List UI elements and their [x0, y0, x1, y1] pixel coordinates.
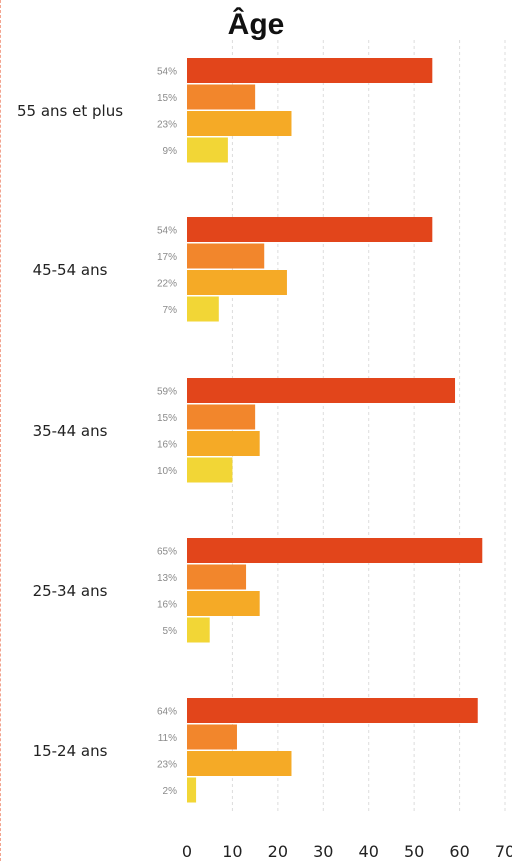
bar-value-label: 16% — [157, 600, 177, 611]
bar-value-label: 22% — [157, 279, 177, 290]
x-tick-label: 70 — [495, 842, 512, 861]
left-dashed-border — [0, 0, 1, 861]
bar — [187, 538, 483, 563]
bar-value-label: 64% — [157, 707, 177, 718]
bar-value-label: 9% — [163, 146, 178, 157]
bar-value-label: 15% — [157, 93, 177, 104]
bar — [187, 777, 197, 803]
x-tick-label: 0 — [182, 842, 192, 861]
bar-value-label: 54% — [157, 67, 177, 78]
bar-value-label: 11% — [158, 733, 177, 744]
bar — [187, 698, 478, 723]
bar — [187, 751, 292, 776]
x-tick-label: 20 — [268, 842, 288, 861]
bar-value-label: 5% — [163, 626, 178, 637]
bar — [187, 591, 260, 616]
x-tick-label: 10 — [222, 842, 242, 861]
bar-value-label: 23% — [157, 760, 177, 771]
bar — [187, 270, 287, 295]
bar-value-label: 15% — [157, 413, 177, 424]
bar-value-label: 2% — [163, 786, 178, 797]
bar-value-label: 59% — [157, 387, 177, 398]
bar — [187, 84, 256, 110]
bar-value-label: 13% — [157, 573, 177, 584]
bar — [187, 431, 260, 456]
bar-value-label: 7% — [163, 305, 178, 316]
bar-value-label: 54% — [157, 226, 177, 237]
bar — [187, 564, 247, 590]
bar-value-label: 17% — [157, 252, 177, 263]
bar — [187, 404, 256, 430]
bar — [187, 58, 433, 83]
bar — [187, 111, 292, 136]
bar — [187, 217, 433, 242]
bar-value-label: 16% — [157, 440, 177, 451]
category-label: 15-24 ans — [33, 742, 108, 760]
bar — [187, 724, 237, 750]
category-label: 35-44 ans — [33, 422, 108, 440]
category-label: 25-34 ans — [33, 582, 108, 600]
bar — [187, 617, 210, 643]
category-label: 55 ans et plus — [17, 102, 123, 120]
bar — [187, 378, 456, 403]
bar — [187, 296, 219, 322]
bar — [187, 243, 265, 269]
x-tick-label: 30 — [313, 842, 333, 861]
bar — [187, 137, 228, 163]
chart-title: Âge — [227, 8, 285, 41]
bar-value-label: 65% — [157, 547, 177, 558]
x-tick-label: 40 — [359, 842, 379, 861]
bar-value-label: 23% — [157, 120, 177, 131]
category-label: 45-54 ans — [33, 261, 108, 279]
x-tick-label: 60 — [449, 842, 469, 861]
bar — [187, 457, 233, 483]
x-tick-label: 50 — [404, 842, 424, 861]
bar-value-label: 10% — [157, 466, 177, 477]
